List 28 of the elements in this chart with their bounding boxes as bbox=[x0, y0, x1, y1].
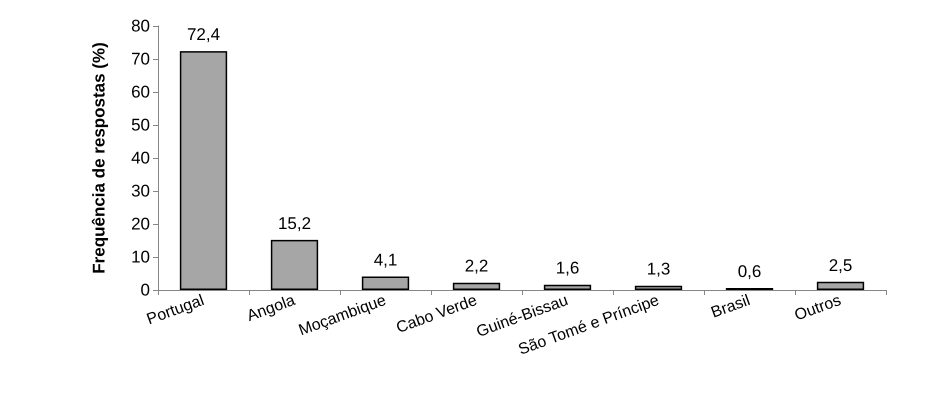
x-tick-label: Angola bbox=[244, 292, 298, 326]
y-tick-label: 70 bbox=[131, 50, 150, 68]
y-tick-label: 80 bbox=[131, 16, 150, 36]
data-label: 1,6 bbox=[556, 258, 580, 278]
y-axis-title: Frequência de respostas (%) bbox=[90, 42, 108, 274]
data-label: 2,2 bbox=[464, 256, 488, 276]
x-tick-label: Outros bbox=[792, 292, 844, 324]
data-label: 0,6 bbox=[738, 262, 762, 282]
bar bbox=[452, 282, 500, 290]
y-tick-label: 0 bbox=[140, 280, 150, 300]
y-tick-label: 50 bbox=[131, 116, 150, 134]
data-label: 4,1 bbox=[374, 250, 398, 270]
y-tick-label: 30 bbox=[131, 182, 150, 200]
y-tick-label: 10 bbox=[131, 248, 150, 266]
data-label: 2,5 bbox=[828, 256, 852, 275]
data-label: 1,3 bbox=[646, 260, 670, 279]
bar bbox=[270, 240, 318, 290]
bar bbox=[816, 282, 864, 290]
bar bbox=[180, 51, 228, 290]
bar bbox=[544, 284, 592, 290]
y-tick-label: 40 bbox=[131, 148, 150, 168]
data-label: 15,2 bbox=[278, 214, 312, 233]
data-label: 72,4 bbox=[186, 25, 220, 44]
bar bbox=[634, 286, 682, 290]
bar bbox=[362, 276, 410, 290]
y-tick-label: 20 bbox=[131, 214, 150, 234]
x-tick-label: Brasil bbox=[708, 292, 752, 322]
y-tick-label: 60 bbox=[131, 82, 150, 102]
